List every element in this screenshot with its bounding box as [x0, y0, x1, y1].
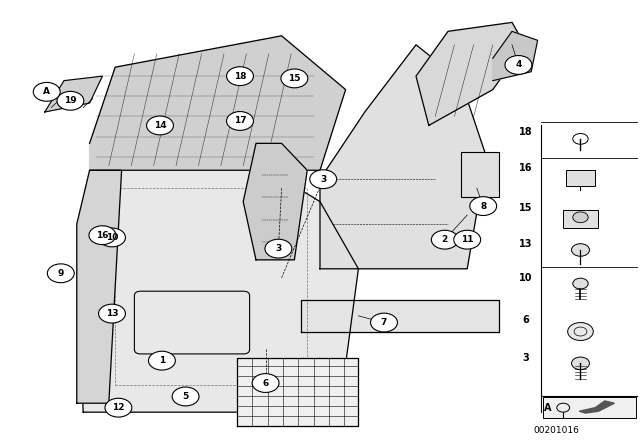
Text: 15: 15	[288, 74, 301, 83]
Text: 13: 13	[519, 239, 533, 249]
Circle shape	[573, 278, 588, 289]
Polygon shape	[579, 401, 614, 413]
Circle shape	[147, 116, 173, 135]
Bar	[563, 210, 598, 228]
Text: 5: 5	[182, 392, 189, 401]
Circle shape	[227, 112, 253, 130]
Circle shape	[371, 313, 397, 332]
Polygon shape	[77, 170, 122, 403]
Text: 18: 18	[519, 127, 533, 137]
Bar	[566, 170, 595, 186]
Polygon shape	[90, 36, 346, 170]
Polygon shape	[301, 300, 499, 332]
Bar	[461, 152, 499, 197]
Text: 8: 8	[480, 202, 486, 211]
Text: 12: 12	[112, 403, 125, 412]
Text: 00201016: 00201016	[534, 426, 580, 435]
Circle shape	[172, 387, 199, 406]
Circle shape	[470, 197, 497, 215]
Text: 7: 7	[381, 318, 387, 327]
Polygon shape	[45, 76, 102, 112]
Circle shape	[265, 239, 292, 258]
Text: 13: 13	[106, 309, 118, 318]
Text: 10: 10	[519, 273, 533, 283]
Polygon shape	[77, 170, 358, 412]
Text: 17: 17	[234, 116, 246, 125]
Text: 1: 1	[159, 356, 165, 365]
Text: 11: 11	[461, 235, 474, 244]
Text: 10: 10	[106, 233, 118, 242]
Circle shape	[572, 357, 589, 370]
Polygon shape	[237, 358, 358, 426]
Text: 19: 19	[64, 96, 77, 105]
Text: 15: 15	[519, 203, 533, 213]
Circle shape	[454, 230, 481, 249]
Circle shape	[33, 82, 60, 101]
Circle shape	[47, 264, 74, 283]
Circle shape	[568, 323, 593, 340]
Circle shape	[99, 228, 125, 247]
Text: 6: 6	[523, 315, 529, 325]
Circle shape	[148, 351, 175, 370]
Text: 16: 16	[519, 163, 533, 173]
Circle shape	[281, 69, 308, 88]
Polygon shape	[243, 143, 307, 260]
Text: 14: 14	[154, 121, 166, 130]
Circle shape	[99, 304, 125, 323]
Circle shape	[505, 56, 532, 74]
Circle shape	[431, 230, 458, 249]
Circle shape	[572, 244, 589, 256]
Text: 3: 3	[523, 353, 529, 363]
Circle shape	[573, 212, 588, 223]
Text: 18: 18	[234, 72, 246, 81]
Text: 9: 9	[58, 269, 64, 278]
Text: 6: 6	[262, 379, 269, 388]
Polygon shape	[320, 45, 486, 269]
Circle shape	[105, 398, 132, 417]
Bar	[543, 397, 636, 418]
Text: 3: 3	[275, 244, 282, 253]
Text: 2: 2	[442, 235, 448, 244]
Circle shape	[227, 67, 253, 86]
Polygon shape	[416, 22, 525, 125]
Text: 3: 3	[320, 175, 326, 184]
Circle shape	[89, 226, 116, 245]
Circle shape	[252, 374, 279, 392]
Text: A: A	[544, 403, 552, 413]
Circle shape	[57, 91, 84, 110]
Text: A: A	[44, 87, 50, 96]
Text: 4: 4	[515, 60, 522, 69]
Polygon shape	[493, 31, 538, 81]
Circle shape	[310, 170, 337, 189]
Text: 16: 16	[96, 231, 109, 240]
